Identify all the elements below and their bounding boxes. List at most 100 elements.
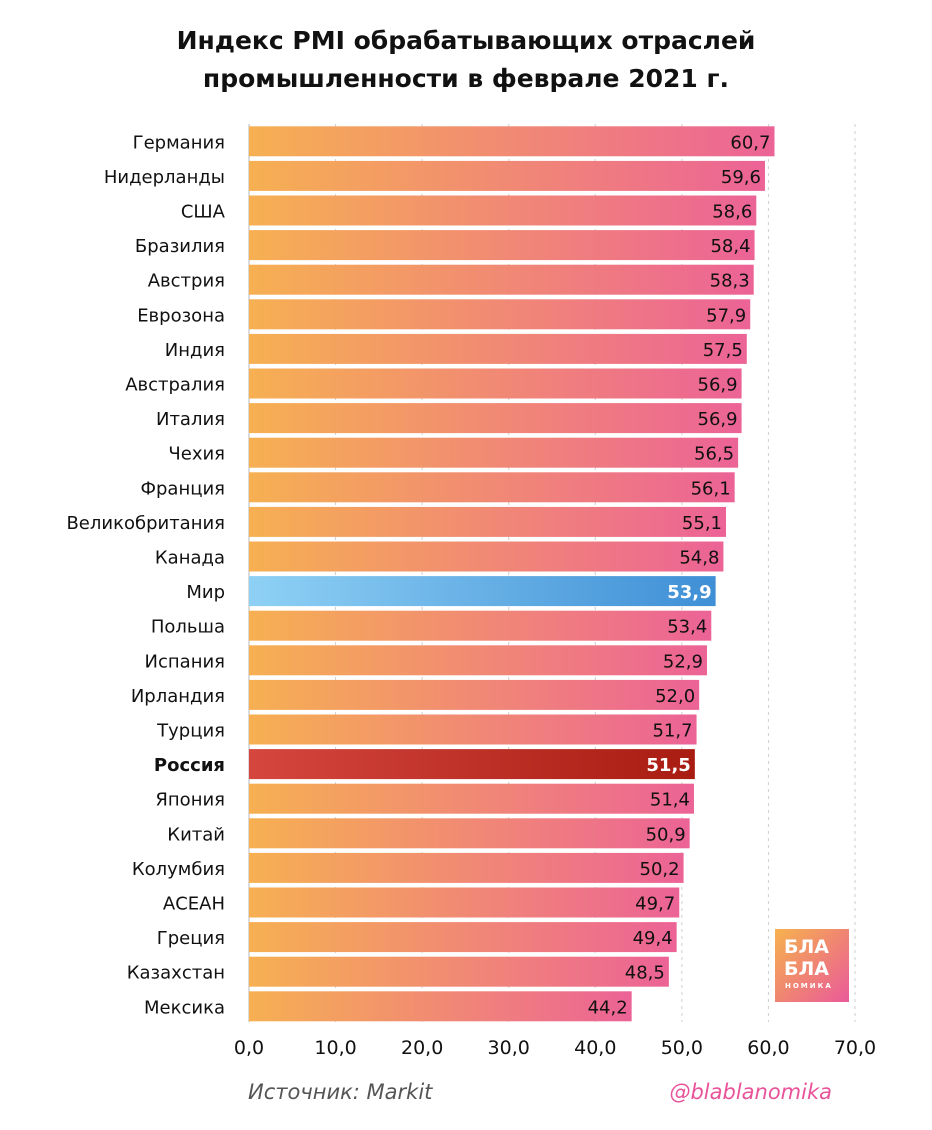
bar-row: Чехия 56,5	[168, 437, 739, 468]
value-label: 55,1	[682, 513, 722, 534]
value-label: 59,6	[721, 167, 761, 188]
logo-line-3: НОМИКА	[785, 982, 833, 990]
category-label: АСЕАН	[163, 894, 225, 915]
x-tick-label: 50,0	[661, 1037, 703, 1059]
chart-title: Индекс PMI обрабатывающих отраслей промы…	[0, 22, 932, 98]
category-label: Польша	[151, 617, 225, 638]
bar-row: Канада 54,8	[155, 541, 724, 572]
bar	[249, 783, 694, 814]
value-label: 58,4	[710, 236, 750, 257]
social-handle-link[interactable]: @blablanomika	[669, 1080, 832, 1104]
value-label: 57,9	[706, 305, 746, 326]
bar	[249, 576, 716, 607]
value-label: 52,9	[663, 651, 703, 672]
value-label: 58,3	[710, 271, 750, 292]
value-label: 57,5	[703, 340, 743, 361]
bar-row: Китай 50,9	[167, 818, 690, 849]
logo-line-2: БЛА	[784, 958, 829, 980]
chart-title-line-2: промышленности в феврале 2021 г.	[202, 64, 730, 93]
bar	[249, 368, 742, 399]
bar	[249, 299, 751, 330]
bar-row: Мексика 44,2	[144, 991, 632, 1022]
bar	[249, 230, 755, 261]
bars: Германия 60,7 Нидерланды 59,6 США 58,6 Бразили…	[66, 126, 775, 1022]
bar	[249, 333, 747, 364]
bar	[249, 645, 707, 676]
category-label: Австралия	[125, 375, 225, 396]
bar-row: Испания 52,9	[145, 645, 707, 676]
bar	[249, 437, 739, 468]
value-label: 51,4	[650, 790, 690, 811]
x-tick-label: 30,0	[488, 1037, 530, 1059]
bar-row: Франция 56,1	[141, 472, 735, 503]
bar	[249, 541, 724, 572]
value-label: 50,2	[640, 859, 680, 880]
bar-row: Еврозона 57,9	[137, 299, 751, 330]
bar	[249, 160, 765, 191]
category-label: Бразилия	[135, 236, 225, 257]
category-label: Казахстан	[127, 963, 225, 984]
value-label: 48,5	[625, 963, 665, 984]
category-label: Мексика	[144, 997, 225, 1018]
category-label: Греция	[157, 928, 225, 949]
category-label: Китай	[167, 824, 225, 845]
value-label: 51,5	[646, 755, 690, 776]
category-label: Испания	[145, 651, 225, 672]
value-label: 54,8	[679, 548, 719, 569]
category-label: Ирландия	[131, 686, 225, 707]
bar-row: Россия 51,5	[154, 749, 695, 780]
bar-row: Мир 53,9	[186, 576, 716, 607]
bar-row: Германия 60,7	[133, 126, 775, 157]
value-label: 53,4	[667, 617, 707, 638]
bar-row: Япония 51,4	[155, 783, 694, 814]
chart-title-line-1: Индекс PMI обрабатывающих отраслей	[176, 26, 756, 55]
bar	[249, 264, 754, 295]
bar	[249, 126, 775, 157]
bar-row: Казахстан 48,5	[127, 956, 669, 987]
category-label: Нидерланды	[104, 167, 225, 188]
bar	[249, 679, 700, 710]
bar	[249, 852, 684, 883]
bar	[249, 506, 727, 537]
bar	[249, 195, 757, 226]
bar	[249, 991, 632, 1022]
bar-row: Австрия 58,3	[148, 264, 754, 295]
category-label: Канада	[155, 548, 225, 569]
category-label: Франция	[141, 478, 226, 499]
value-label: 60,7	[730, 132, 770, 153]
value-label: 51,7	[652, 721, 692, 742]
blablanomika-logo: БЛА БЛА НОМИКА	[775, 929, 849, 1002]
value-label: 49,4	[633, 928, 673, 949]
x-tick-label: 20,0	[401, 1037, 443, 1059]
value-label: 49,7	[635, 894, 675, 915]
bar	[249, 714, 697, 745]
category-label: США	[181, 202, 226, 223]
bar	[249, 610, 712, 641]
x-tick-label: 60,0	[747, 1037, 789, 1059]
value-label: 56,9	[698, 409, 738, 430]
bar-row: Италия 56,9	[156, 403, 742, 434]
bar-row: Колумбия 50,2	[132, 852, 684, 883]
bar	[249, 887, 680, 918]
bar	[249, 922, 677, 953]
bar-row: Ирландия 52,0	[131, 679, 700, 710]
bar-row: Нидерланды 59,6	[104, 160, 765, 191]
bar	[249, 749, 695, 780]
category-label: Колумбия	[132, 859, 225, 880]
bar-row: Польша 53,4	[151, 610, 712, 641]
bar-row: Индия 57,5	[165, 333, 747, 364]
value-label: 44,2	[588, 997, 628, 1018]
bar-row: Великобритания 55,1	[66, 506, 727, 537]
bar	[249, 403, 742, 434]
bar-row: Австралия 56,9	[125, 368, 742, 399]
bar	[249, 956, 669, 987]
category-label: Чехия	[168, 444, 225, 465]
value-label: 58,6	[712, 202, 752, 223]
x-tick-label: 70,0	[834, 1037, 876, 1059]
category-label: Япония	[155, 790, 225, 811]
category-label: Мир	[186, 582, 225, 603]
category-label: Австрия	[148, 271, 225, 292]
value-label: 56,1	[691, 478, 731, 499]
category-label: Россия	[154, 755, 225, 776]
